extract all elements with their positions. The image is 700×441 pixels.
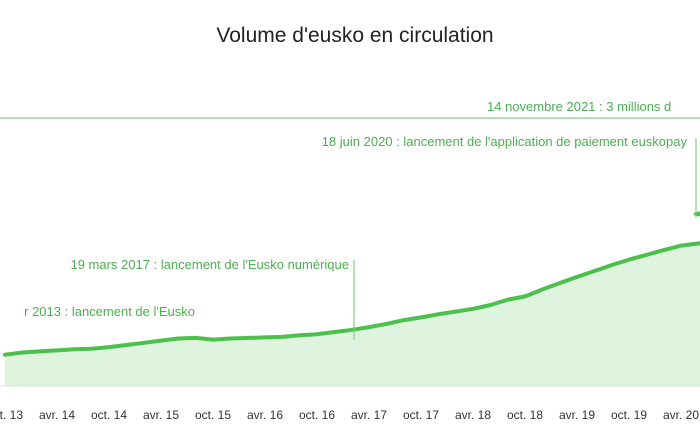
data-point <box>246 336 250 340</box>
data-point <box>194 336 198 340</box>
data-point <box>211 338 215 342</box>
data-point <box>263 335 267 339</box>
data-point <box>593 269 596 273</box>
data-point <box>142 341 146 345</box>
annotation-label: 14 novembre 2021 : 3 millions d <box>487 99 671 114</box>
x-tick-label: avr. 20 <box>663 408 699 422</box>
data-point <box>176 337 180 340</box>
data-point <box>367 325 371 329</box>
x-tick-label: avr. 15 <box>143 408 179 422</box>
data-point <box>315 332 319 336</box>
x-tick-label: oct. 17 <box>403 408 439 422</box>
data-point <box>350 328 354 332</box>
data-point <box>228 337 232 340</box>
x-tick-label: avr. 16 <box>247 408 283 422</box>
data-point <box>558 281 562 285</box>
x-tick-label: avr. 14 <box>39 408 75 422</box>
data-point <box>697 241 700 245</box>
x-tick-label: avr. 18 <box>455 408 491 422</box>
data-point <box>281 335 284 339</box>
data-point <box>506 298 510 302</box>
x-tick-label: oct. 18 <box>507 408 543 422</box>
data-point <box>107 345 111 349</box>
data-point <box>90 347 94 351</box>
data-point <box>159 339 163 343</box>
data-point <box>575 275 579 279</box>
data-point <box>679 244 683 248</box>
x-tick-label: avr. 17 <box>351 408 387 422</box>
data-point <box>20 351 24 354</box>
annotation-label: 18 juin 2020 : lancement de l'applicatio… <box>322 134 688 149</box>
series-area <box>5 213 700 386</box>
x-tick-label: oct. 16 <box>299 408 335 422</box>
data-point <box>437 312 441 316</box>
data-point <box>662 248 666 252</box>
data-point <box>627 258 631 262</box>
annotation-label: r 2013 : lancement de l'Eusko <box>24 304 195 319</box>
data-point <box>38 349 42 353</box>
x-tick-label: avr. 19 <box>559 408 595 422</box>
chart-title: Volume d'eusko en circulation <box>216 24 494 47</box>
data-point <box>333 330 337 334</box>
data-point <box>124 343 128 347</box>
data-point <box>298 333 302 337</box>
data-point <box>523 294 527 298</box>
x-tick-label: oct. 19 <box>611 408 647 422</box>
data-point <box>454 310 458 313</box>
data-point <box>72 347 76 351</box>
data-point <box>610 263 614 267</box>
x-tick-label: oct. 15 <box>195 408 231 422</box>
data-point <box>385 322 388 326</box>
x-tick-label: oct. 14 <box>91 408 127 422</box>
data-point <box>645 253 649 257</box>
data-point <box>471 307 475 311</box>
data-point <box>3 353 7 357</box>
data-point <box>489 303 492 307</box>
data-point <box>419 315 423 319</box>
annotation-label: 19 mars 2017 : lancement de l'Eusko numé… <box>70 257 349 272</box>
data-point <box>541 287 545 291</box>
data-point <box>402 318 406 322</box>
data-point <box>55 348 59 352</box>
x-tick-label: oct. 13 <box>0 408 23 422</box>
